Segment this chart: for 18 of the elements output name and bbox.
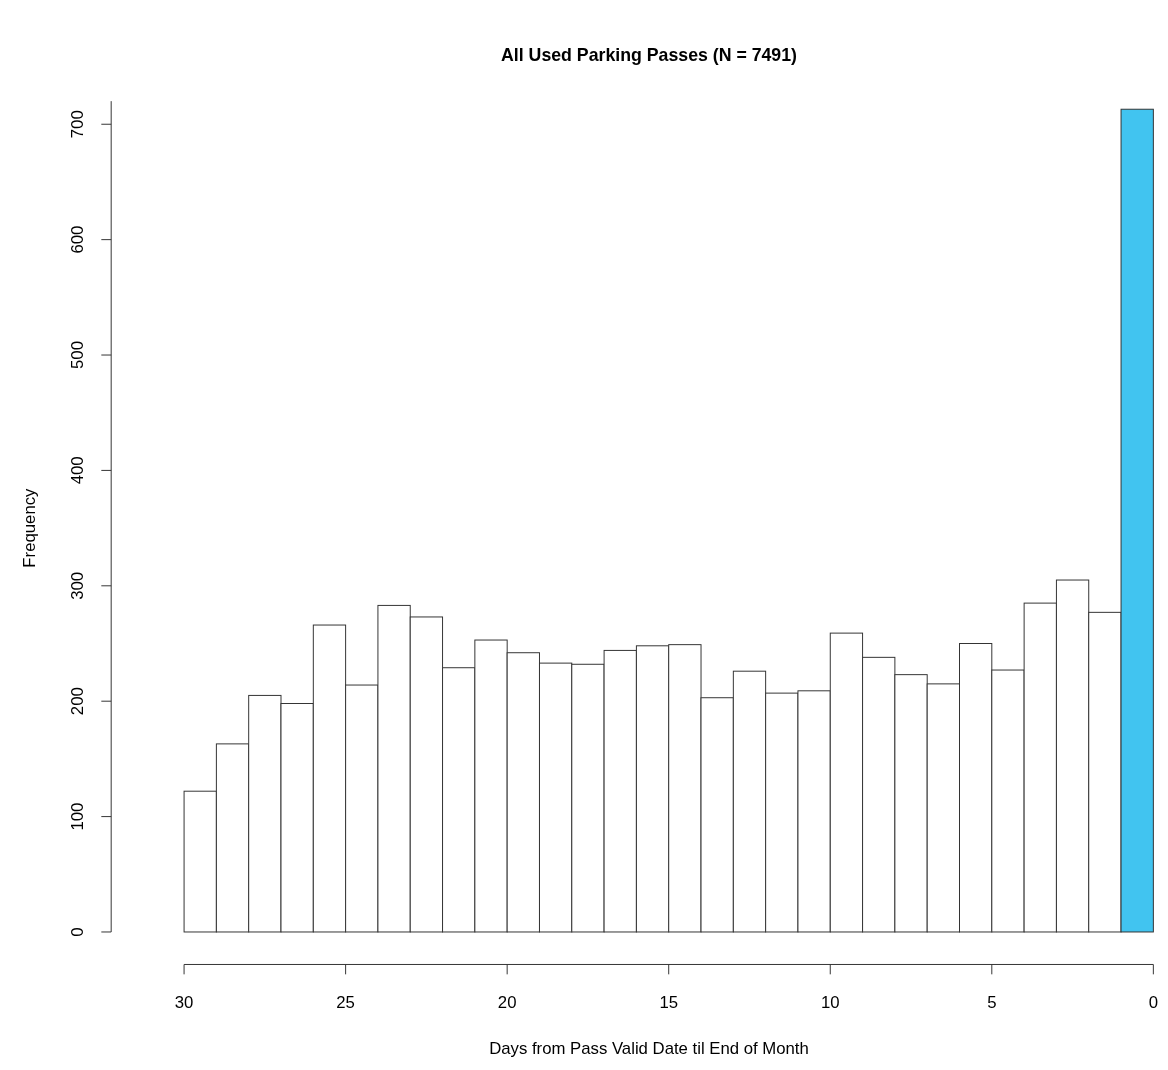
y-axis-title: Frequency xyxy=(20,487,40,568)
x-tick-label: 0 xyxy=(1148,992,1159,1012)
x-axis-title: Days from Pass Valid Date til End of Month xyxy=(489,1039,809,1059)
y-tick-label: 700 xyxy=(67,110,87,139)
y-tick-label: 100 xyxy=(67,802,87,831)
x-tick-label: 25 xyxy=(336,992,355,1012)
y-tick-label: 200 xyxy=(67,687,87,716)
y-tick-label: 400 xyxy=(67,456,87,485)
x-tick-label: 10 xyxy=(820,992,840,1012)
x-tick-label: 5 xyxy=(987,992,997,1012)
y-tick-label: 300 xyxy=(67,571,87,600)
y-tick-label: 500 xyxy=(67,341,87,369)
y-tick-label: 600 xyxy=(67,225,87,254)
x-tick-label: 15 xyxy=(659,992,679,1012)
x-tick-label: 20 xyxy=(497,992,517,1012)
chart-title: All Used Parking Passes (N = 7491) xyxy=(501,45,798,66)
y-tick-label: 0 xyxy=(67,927,87,937)
x-tick-label: 30 xyxy=(174,992,194,1012)
